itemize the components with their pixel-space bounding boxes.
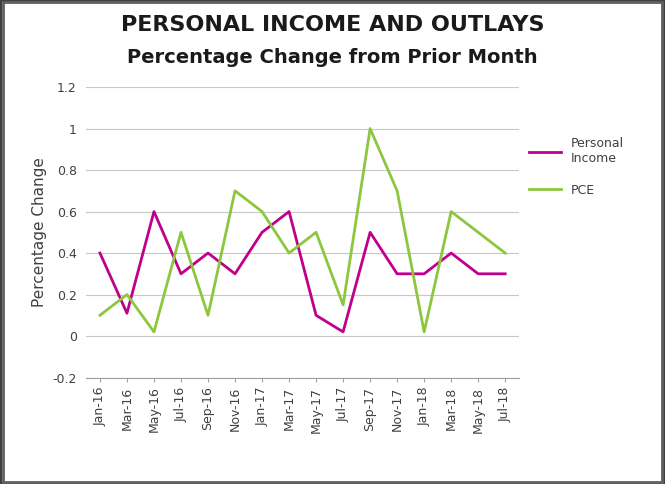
Legend: Personal
Income, PCE: Personal Income, PCE [529, 137, 624, 197]
Personal
Income [123, 310, 131, 316]
Text: Percentage Change from Prior Month: Percentage Change from Prior Month [127, 48, 538, 67]
Y-axis label: Percentage Change: Percentage Change [32, 157, 47, 307]
PCE [123, 292, 131, 298]
PCE [312, 229, 320, 235]
Personal
Income [447, 250, 455, 256]
Personal
Income [474, 271, 482, 277]
PCE [420, 329, 428, 335]
PCE [285, 250, 293, 256]
PCE [366, 126, 374, 132]
PCE [204, 312, 212, 318]
Personal
Income [339, 329, 347, 335]
Line: Personal
Income: Personal Income [100, 212, 505, 332]
Personal
Income [258, 229, 266, 235]
PCE [258, 209, 266, 214]
Personal
Income [231, 271, 239, 277]
Text: PERSONAL INCOME AND OUTLAYS: PERSONAL INCOME AND OUTLAYS [121, 15, 544, 34]
Personal
Income [312, 312, 320, 318]
PCE [96, 312, 104, 318]
PCE [231, 188, 239, 194]
PCE [474, 229, 482, 235]
Personal
Income [204, 250, 212, 256]
Personal
Income [177, 271, 185, 277]
Personal
Income [393, 271, 401, 277]
Personal
Income [96, 250, 104, 256]
Line: PCE: PCE [100, 129, 505, 332]
PCE [501, 250, 509, 256]
Personal
Income [366, 229, 374, 235]
Personal
Income [150, 209, 158, 214]
PCE [339, 302, 347, 308]
Personal
Income [420, 271, 428, 277]
Personal
Income [501, 271, 509, 277]
PCE [447, 209, 455, 214]
PCE [393, 188, 401, 194]
PCE [177, 229, 185, 235]
PCE [150, 329, 158, 335]
Personal
Income [285, 209, 293, 214]
